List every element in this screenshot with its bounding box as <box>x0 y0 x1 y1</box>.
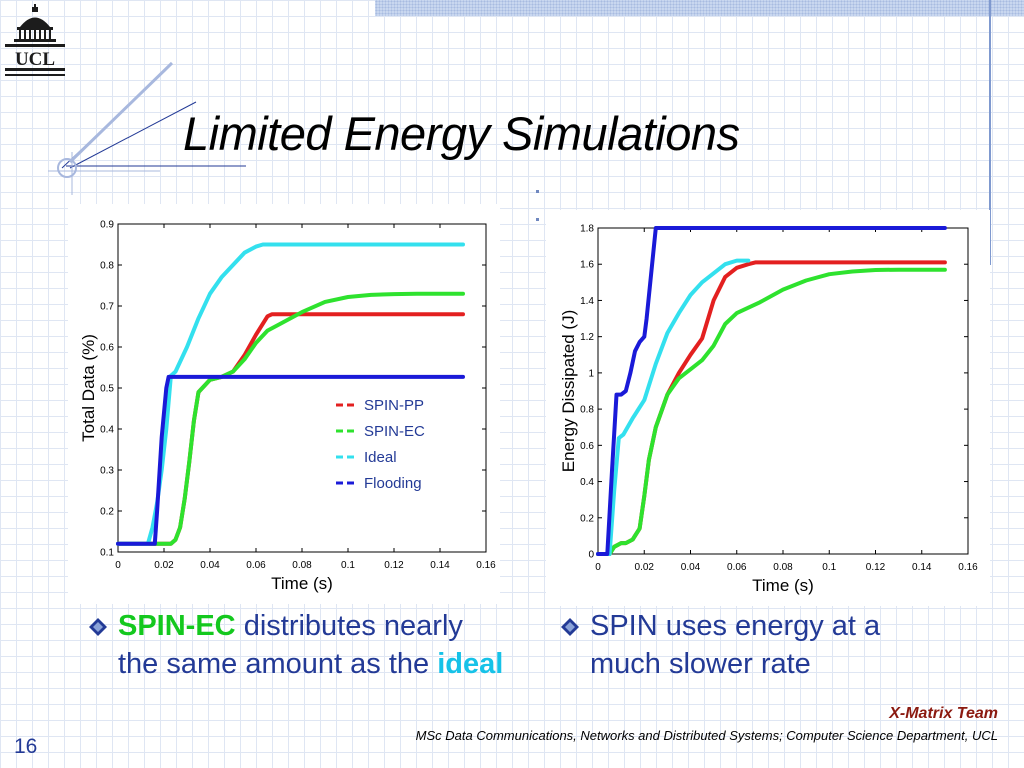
total-data-chart-svg: 0 0.02 0.04 0.06 0.08 0.1 0.12 0.14 0.16 0.1 0.2 0.… <box>79 220 496 594</box>
plot-frame <box>117 223 487 553</box>
y-tick-label: 0.6 <box>100 343 114 354</box>
x-tick-label: 0.04 <box>200 560 220 571</box>
y-tick-label: 1.2 <box>580 332 594 343</box>
x-tick-label: 0 <box>115 560 121 571</box>
series-line-spin-ec <box>116 291 465 546</box>
y-tick-label: 0.8 <box>100 261 114 272</box>
x-tick-label: 0.14 <box>912 562 932 573</box>
x-axis-label: Time (s) <box>271 574 333 593</box>
x-tick-label: 0.08 <box>292 560 312 571</box>
x-tick-label: 0.1 <box>822 562 836 573</box>
y-tick-label: 0.2 <box>100 507 114 518</box>
y-tick-label: 0.3 <box>100 466 114 477</box>
plot-frame <box>597 227 969 555</box>
diamond-bullet-icon <box>561 618 579 636</box>
y-tick-label: 1.8 <box>580 224 594 235</box>
total-data-chart: 0 0.02 0.04 0.06 0.08 0.1 0.12 0.14 0.16 0.1 0.2 0.… <box>68 204 500 604</box>
x-tick-label: 0.12 <box>384 560 404 571</box>
y-axis-label: Energy Dissipated (J) <box>559 310 578 473</box>
x-tick-label: 0.1 <box>341 560 355 571</box>
bullet-text: distributes nearly the same amount as th… <box>118 610 463 680</box>
ucl-logo: UCL <box>5 4 65 76</box>
y-tick-label: 0.4 <box>100 425 114 436</box>
y-tick-label: 1 <box>588 368 594 379</box>
x-tick-label: 0.08 <box>773 562 793 573</box>
series-line-flooding <box>116 374 465 546</box>
y-tick-label: 0.5 <box>100 384 114 395</box>
energy-dissipated-chart: 0 0.02 0.04 0.06 0.08 0.1 0.12 0.14 0.16 0 0.2 0.4 0… <box>546 210 990 606</box>
series-line-ideal <box>596 258 751 556</box>
x-tick-label: 0.16 <box>958 562 978 573</box>
y-tick-label: 0.8 <box>580 405 594 416</box>
legend-label: SPIN-EC <box>364 423 425 440</box>
logo-text: UCL <box>15 49 55 70</box>
x-tick-label: 0.04 <box>681 562 701 573</box>
x-tick-label: 0.06 <box>246 560 266 571</box>
footer-text: MSc Data Communications, Networks and Di… <box>415 728 998 743</box>
y-axis-label: Total Data (%) <box>79 334 98 442</box>
x-tick-label: 0.12 <box>866 562 886 573</box>
x-tick-label: 0.14 <box>430 560 450 571</box>
bullet-spin-ec: SPIN-EC distributes nearly the same amou… <box>89 607 508 683</box>
y-tick-label: 0.4 <box>580 477 594 488</box>
x-tick-label: 0.02 <box>154 560 174 571</box>
header-band <box>375 0 1024 16</box>
decorative-dot <box>536 218 539 221</box>
y-tick-label: 0.7 <box>100 302 114 313</box>
energy-dissipated-chart-svg: 0 0.02 0.04 0.06 0.08 0.1 0.12 0.14 0.16 0 0.2 0.4 0… <box>559 224 978 596</box>
series-line-flooding <box>596 226 947 556</box>
x-tick-label: 0.06 <box>727 562 747 573</box>
bullet-highlight-spin-ec: SPIN-EC <box>118 610 236 642</box>
y-tick-label: 1.6 <box>580 260 594 271</box>
y-tick-label: 0.9 <box>100 220 114 231</box>
y-tick-label: 0 <box>588 550 594 561</box>
decorative-lines <box>48 61 246 195</box>
x-tick-label: 0.02 <box>635 562 655 573</box>
right-accent-line <box>989 0 991 265</box>
slide-title: Limited Energy Simulations <box>183 107 740 160</box>
page-number: 16 <box>14 735 38 758</box>
bullet-text: SPIN uses energy at a much slower rate <box>590 610 881 680</box>
legend-label: SPIN-PP <box>364 397 424 414</box>
decorative-dot <box>536 190 539 193</box>
y-tick-label: 0.2 <box>580 513 594 524</box>
diamond-bullet-icon <box>89 618 107 636</box>
x-axis-label: Time (s) <box>752 576 814 595</box>
legend-label: Ideal <box>364 449 397 466</box>
team-name: X-Matrix Team <box>889 705 998 722</box>
x-tick-label: 0 <box>595 562 601 573</box>
y-tick-label: 0.1 <box>100 548 114 559</box>
x-tick-label: 0.16 <box>476 560 496 571</box>
legend-label: Flooding <box>364 475 422 492</box>
series-line-spin-ec <box>596 267 947 556</box>
bullet-spin-energy: SPIN uses energy at a much slower rate <box>561 607 950 683</box>
bullet-highlight-ideal: ideal <box>437 648 504 680</box>
y-tick-label: 1.4 <box>580 296 594 307</box>
y-tick-label: 0.6 <box>580 441 594 452</box>
